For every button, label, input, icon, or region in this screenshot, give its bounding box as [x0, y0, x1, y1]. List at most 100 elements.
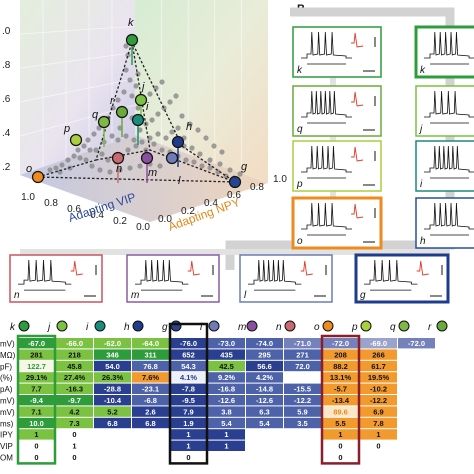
header-label: h: [124, 322, 130, 333]
table-cell: -15.5: [294, 385, 311, 394]
z-tick-label: .2: [2, 162, 11, 173]
table-cell-bg: [56, 440, 93, 451]
table-cell: -10.2: [370, 385, 387, 394]
cell-label: o: [297, 236, 303, 247]
table-cell-bg: [436, 452, 473, 463]
x-tick-label: 1.0: [21, 192, 35, 203]
table-cell: 0: [72, 453, 76, 462]
data-point: [173, 93, 179, 99]
labeled-point-q: [97, 115, 111, 129]
table-cell: -9.5: [182, 396, 195, 405]
data-point: [227, 167, 233, 173]
table-cell-bg: [56, 383, 93, 394]
table-cell: 1: [224, 430, 228, 439]
table-cell: 45.8: [67, 362, 82, 371]
table-cell: -72.0: [332, 339, 349, 348]
cell-trace: [424, 202, 474, 236]
cell-inset-trace: [70, 260, 83, 276]
table-cell-bg: [132, 360, 169, 372]
table-cell: 1: [224, 442, 228, 451]
data-point: [139, 139, 145, 145]
data-point: [127, 165, 133, 171]
table-cell-bg: [360, 406, 397, 417]
z-axis-ticks: .0 .8 .6 .4 .2: [2, 26, 11, 173]
table-cell-bg: [208, 452, 245, 463]
header-dot-l: [208, 320, 220, 332]
table-cell: -28.8: [104, 385, 121, 394]
table-cell-bg: [18, 383, 55, 394]
data-point: [151, 141, 157, 147]
table-cell-bg: [360, 372, 397, 383]
data-point: [81, 143, 87, 149]
cell-panel-k: k: [292, 26, 382, 78]
header-dot-i: [94, 320, 106, 332]
data-point: [97, 167, 103, 173]
header-dot-r: [436, 320, 448, 332]
table-cell-bg: [94, 429, 131, 440]
table-cell-bg: [360, 338, 397, 349]
cell-frame: [414, 25, 474, 79]
table-cell-bg: [94, 349, 131, 360]
cell-label: l: [244, 290, 247, 301]
header-label: p: [351, 322, 358, 333]
table-cell-bg: [94, 440, 131, 451]
cell-frame: [415, 85, 474, 137]
table-cell: 1: [34, 430, 38, 439]
table-cell: 1: [72, 442, 76, 451]
y-tick-label: 0.2: [181, 206, 195, 217]
table-cell-bg: [398, 372, 435, 383]
row-label: VIP: [0, 442, 13, 451]
table-cell: 6.8: [107, 419, 117, 428]
table-cell-bg: [208, 338, 245, 349]
column-highlight-g: [168, 322, 209, 465]
table-cell: 9.2%: [218, 373, 235, 382]
y-tick-label: 0.0: [158, 214, 172, 225]
data-point: [59, 162, 65, 168]
table-cell-bg: [18, 429, 55, 440]
table-cell-bg: [360, 452, 397, 463]
table-cell: 61.7: [371, 362, 386, 371]
table-cell-bg: [284, 395, 321, 406]
table-cell-bg: [436, 440, 473, 451]
data-point: [159, 147, 165, 153]
table-cell-bg: [284, 440, 321, 451]
header-label: i: [86, 322, 89, 333]
data-point: [131, 137, 137, 143]
cell-panel-h: h: [415, 197, 474, 249]
table-cell-bg: [360, 360, 397, 372]
table-cell: 3.5: [297, 419, 307, 428]
table-cell: -67.0: [28, 339, 45, 348]
data-point: [85, 137, 91, 143]
table-cell-bg: [284, 383, 321, 394]
table-cell: -16.3: [66, 385, 83, 394]
table-cell: 7.1: [31, 407, 41, 416]
table-cell-bg: [56, 452, 93, 463]
data-point: [189, 145, 195, 151]
table-cell-bg: [56, 429, 93, 440]
table-cell-bg: [132, 383, 169, 394]
table-cell-bg: [284, 406, 321, 417]
table-cell: 6.3: [259, 407, 269, 416]
table-cell: 56.6: [257, 362, 272, 371]
table-cell-bg: [132, 338, 169, 349]
table-cell: 218: [68, 350, 81, 359]
data-point: [65, 157, 71, 163]
table-cell-bg: [132, 440, 169, 451]
table-cell: -74.0: [256, 339, 273, 348]
labeled-point-k: [125, 33, 139, 47]
cell-panel-j: j: [415, 85, 474, 137]
x-tick-label: 0.6: [67, 204, 81, 215]
table-cell: -6.8: [144, 396, 157, 405]
point-label-r: r: [110, 95, 115, 107]
data-point: [123, 67, 129, 73]
data-point: [157, 163, 163, 169]
table-cell: 5.4: [259, 419, 270, 428]
table-cell-bg: [284, 338, 321, 349]
table-cell-bg: [322, 429, 359, 440]
table-cell-bg: [322, 338, 359, 349]
data-point: [107, 169, 113, 175]
data-point: [135, 71, 141, 77]
data-point: [211, 143, 217, 149]
header-label: g: [162, 322, 168, 333]
table-cell-bg: [56, 406, 93, 417]
